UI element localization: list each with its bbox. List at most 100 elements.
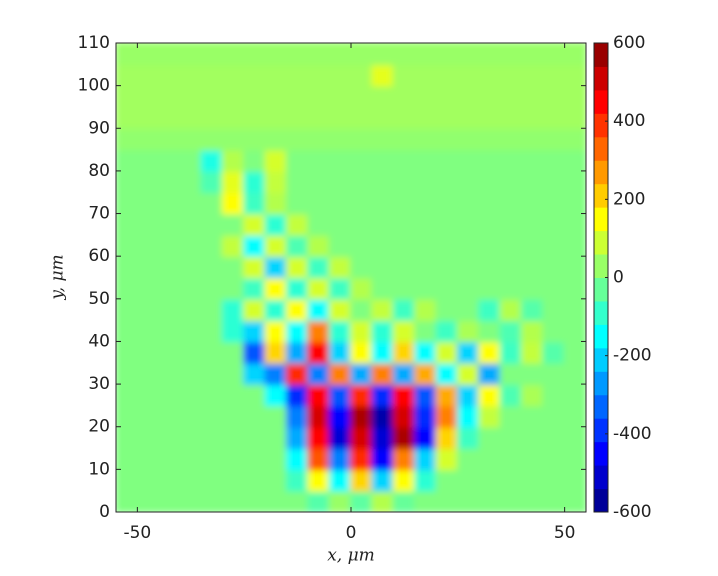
heat-cell — [350, 404, 374, 428]
heat-cell — [157, 127, 182, 151]
heat-cell — [328, 212, 352, 236]
colorbar-step — [594, 207, 608, 232]
heat-cell — [157, 468, 182, 492]
heat-cell — [285, 255, 310, 279]
heat-cell — [328, 340, 352, 364]
heat-cell — [243, 361, 267, 386]
heat-cell — [243, 105, 267, 130]
heat-cell — [243, 319, 267, 343]
heat-cell — [456, 489, 481, 512]
heat-cell — [243, 276, 267, 300]
heat-cell — [371, 148, 395, 172]
heat-cell — [542, 105, 566, 130]
heat-cell — [307, 340, 331, 364]
heat-cell — [179, 447, 203, 471]
heat-cell — [116, 425, 139, 450]
heat-cell — [221, 404, 246, 428]
heat-cell — [179, 489, 203, 512]
heat-cell — [478, 84, 502, 108]
heat-cell — [350, 297, 374, 322]
heat-cell — [499, 84, 523, 108]
heat-cell — [264, 383, 288, 407]
heat-cell — [350, 43, 374, 66]
heat-cell — [392, 127, 417, 151]
heat-cell — [371, 43, 395, 66]
heat-cell — [285, 425, 310, 450]
heat-cell — [200, 233, 224, 258]
heat-cell — [563, 404, 586, 428]
heat-cell — [264, 43, 288, 66]
heat-cell — [499, 383, 523, 407]
heat-cell — [414, 404, 438, 428]
heat-cell — [307, 425, 331, 450]
heat-cell — [307, 319, 331, 343]
heat-cell — [328, 233, 352, 258]
heat-cell — [221, 319, 246, 343]
colorbar-tick-label: -600 — [613, 502, 652, 522]
heat-cell — [157, 361, 182, 386]
heat-cell — [456, 43, 481, 66]
heat-cell — [435, 43, 459, 66]
heat-cell — [520, 127, 545, 151]
heat-cell — [478, 255, 502, 279]
heat-cell — [414, 340, 438, 364]
heat-cell — [136, 191, 160, 215]
heat-cell — [179, 255, 203, 279]
y-tick-label: 0 — [99, 502, 110, 522]
heat-cell — [350, 233, 374, 258]
heat-cell — [307, 383, 331, 407]
heat-cell — [392, 43, 417, 66]
heat-cell — [435, 191, 459, 215]
heat-cell — [264, 425, 288, 450]
heat-cell — [414, 276, 438, 300]
heat-cell — [179, 84, 203, 108]
heat-cell — [285, 169, 310, 194]
heat-cell — [520, 297, 545, 322]
heat-cell — [478, 447, 502, 471]
heat-cell — [307, 148, 331, 172]
heat-cell — [350, 63, 374, 87]
heat-cell — [157, 404, 182, 428]
heat-cell — [116, 468, 139, 492]
heat-cell — [499, 297, 523, 322]
heat-cell — [435, 489, 459, 512]
heat-cell — [520, 169, 545, 194]
heat-cell — [414, 468, 438, 492]
heat-cell — [371, 276, 395, 300]
heat-cell — [328, 63, 352, 87]
heat-cell — [285, 468, 310, 492]
heat-cell — [157, 340, 182, 364]
heat-cell — [435, 425, 459, 450]
heat-cell — [563, 468, 586, 492]
heat-cell — [264, 297, 288, 322]
heat-cell — [221, 425, 246, 450]
heat-cell — [179, 105, 203, 130]
colorbar-step — [594, 324, 608, 349]
heat-cell — [563, 191, 586, 215]
y-tick-label: 50 — [88, 289, 110, 309]
heat-cell — [392, 383, 417, 407]
heat-cell — [371, 361, 395, 386]
heatmap — [116, 43, 586, 512]
heat-cell — [392, 169, 417, 194]
heat-cell — [371, 404, 395, 428]
colorbar-tick-label: -400 — [613, 424, 652, 444]
y-axis-label: y, μm — [48, 254, 68, 300]
heat-cell — [499, 447, 523, 471]
heat-cell — [371, 63, 395, 87]
heat-cell — [200, 191, 224, 215]
heat-cell — [307, 43, 331, 66]
heat-cell — [456, 340, 481, 364]
heat-cell — [371, 340, 395, 364]
heat-cell — [328, 148, 352, 172]
heat-cell — [243, 468, 267, 492]
heat-cell — [136, 404, 160, 428]
heat-cell — [520, 468, 545, 492]
heat-cell — [200, 105, 224, 130]
y-tick-label: 20 — [88, 417, 110, 437]
heat-cell — [520, 255, 545, 279]
heat-cell — [456, 319, 481, 343]
heat-cell — [542, 404, 566, 428]
heat-cell — [179, 148, 203, 172]
